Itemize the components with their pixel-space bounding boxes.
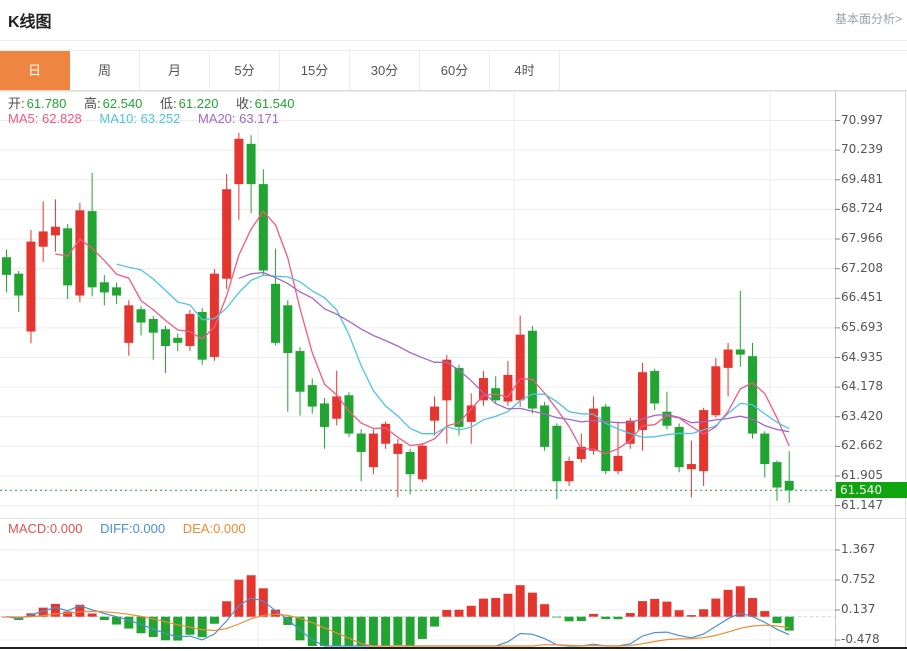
interval-tab-1[interactable]: 日 xyxy=(0,51,70,91)
y-axis-label: 64.935 xyxy=(841,349,883,364)
high-value: 62.540 xyxy=(102,96,143,111)
ma20-value: 63.171 xyxy=(239,111,279,126)
interval-tab-8[interactable]: 4时 xyxy=(490,51,560,91)
interval-tab-2[interactable]: 周 xyxy=(70,51,140,91)
ma10-label: MA10: xyxy=(99,111,137,126)
y-axis-label: 0.752 xyxy=(841,572,876,586)
y-axis-label: 64.178 xyxy=(841,379,883,394)
y-axis-label: 69.481 xyxy=(841,171,883,186)
candle-bodies xyxy=(2,138,794,491)
y-axis-label: 63.420 xyxy=(841,408,883,423)
ma10-value: 63.252 xyxy=(140,111,181,126)
ma20-line xyxy=(238,271,790,433)
dea-line xyxy=(6,610,790,647)
interval-tab-7[interactable]: 60分 xyxy=(420,51,490,91)
y-axis-label: 67.966 xyxy=(841,231,883,245)
interval-tab-3[interactable]: 月 xyxy=(140,51,210,91)
y-axis-label: 62.662 xyxy=(841,438,883,453)
high-label: 高: xyxy=(84,96,101,111)
dea-label: DEA: xyxy=(182,521,214,536)
ma20-label: MA20: xyxy=(197,111,236,126)
ma5-line xyxy=(55,210,790,455)
y-axis-label: 61.905 xyxy=(841,467,883,482)
chart-area[interactable]: 开: 61.780 高: 62.540 低: 61.220 收: 61.540 MA5:… xyxy=(0,90,907,651)
page-title: K线图 xyxy=(8,14,52,31)
ma5-label: MA5: xyxy=(8,111,39,126)
macd-label: MACD: xyxy=(8,521,50,536)
y-axis-label: 68.724 xyxy=(841,201,883,216)
low-value: 61.220 xyxy=(178,96,219,111)
y-axis-label: 65.693 xyxy=(841,319,883,334)
ma-readout: MA5: 62.828 MA10: 63.252 MA20: 63.171 xyxy=(8,111,279,126)
open-label: 开: xyxy=(8,96,25,111)
open-value: 61.780 xyxy=(26,96,67,111)
gridlines xyxy=(0,90,907,648)
ohlc-readout: 开: 61.780 高: 62.540 低: 61.220 收: 61.540 xyxy=(8,93,294,112)
diff-value: 0.000 xyxy=(132,521,166,536)
axis-frame xyxy=(0,90,907,649)
header-divider xyxy=(0,40,907,41)
kline-chart-canvas[interactable] xyxy=(0,90,907,651)
y-axis-label: 67.208 xyxy=(841,260,883,275)
macd-readout: MACD:0.000 DIFF:0.000 DEA:0.000 xyxy=(8,521,246,536)
ma5-value: 62.828 xyxy=(41,111,82,126)
close-label: 收: xyxy=(236,96,253,111)
dea-value: 0.000 xyxy=(213,521,246,536)
interval-tab-6[interactable]: 30分 xyxy=(350,51,420,91)
close-value: 61.540 xyxy=(254,96,295,111)
macd-histogram xyxy=(2,575,794,646)
macd-value: 0.000 xyxy=(49,521,83,536)
low-label: 低: xyxy=(160,96,177,111)
y-axis-label: 70.997 xyxy=(841,112,883,127)
fundamental-analysis-link[interactable]: 基本面分析> xyxy=(834,12,902,26)
y-axis-label: 61.147 xyxy=(841,497,883,512)
interval-tab-4[interactable]: 5分 xyxy=(210,51,280,91)
ma10-line xyxy=(116,263,790,438)
y-axis-label: 70.239 xyxy=(841,142,883,157)
diff-label: DIFF: xyxy=(100,521,133,536)
current-price-badge: 61.540 xyxy=(836,482,907,499)
y-axis-label: -0.478 xyxy=(841,632,880,647)
interval-tab-5[interactable]: 15分 xyxy=(280,51,350,91)
interval-tabbar: 日周月 5分 15分 30分 60分 4时 xyxy=(0,50,907,92)
y-axis-label: 1.367 xyxy=(841,541,876,556)
y-axis-label: 66.451 xyxy=(841,290,883,305)
y-axis-label: 0.137 xyxy=(841,602,876,616)
